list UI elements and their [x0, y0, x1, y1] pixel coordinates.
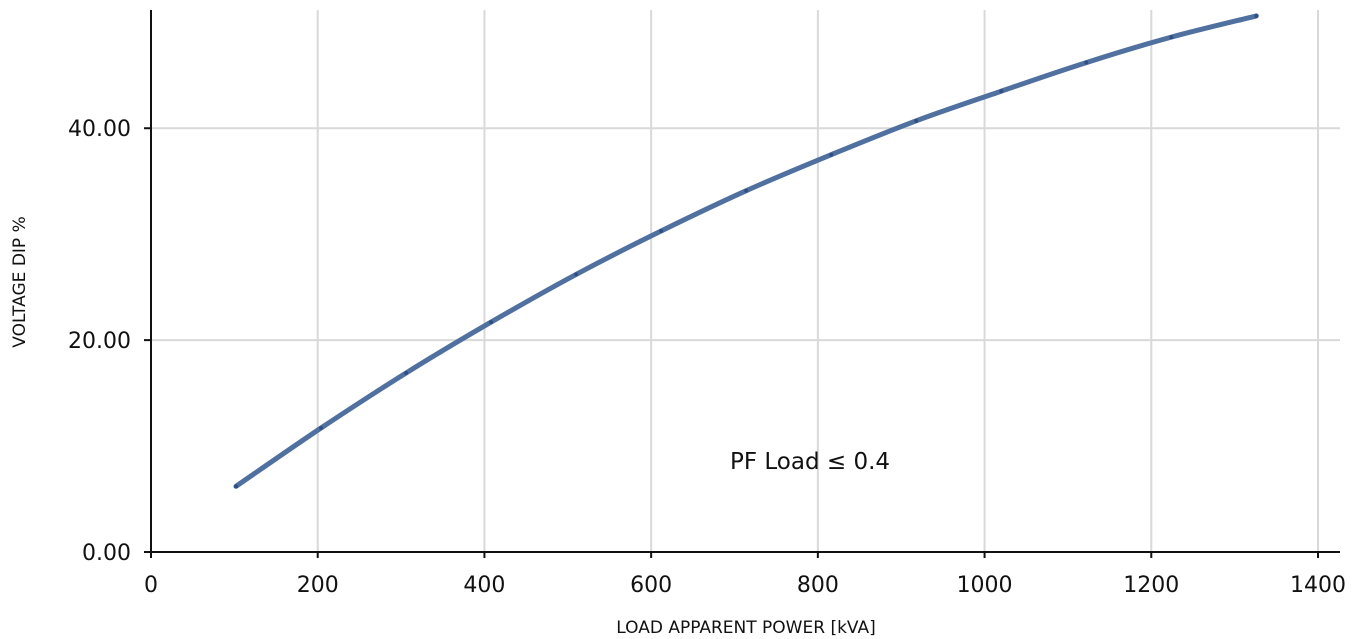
tick-labels: 0 200 400 600 800 1000 1200 1400 0.00 20.00 40.00 [68, 117, 1346, 598]
data-point-0-0 [234, 484, 239, 489]
data-point-0-6 [744, 188, 749, 193]
x-axis-label: LOAD APPARENT POWER [kVA] [616, 618, 875, 638]
data-point-0-9 [999, 89, 1004, 94]
x-tick-label-4: 800 [797, 573, 839, 598]
x-tick-label-7: 1400 [1290, 573, 1346, 598]
data-point-0-8 [914, 118, 919, 123]
x-tick-label-1: 200 [297, 573, 339, 598]
data-point-0-12 [1254, 13, 1259, 18]
x-tick-label-0: 0 [144, 573, 158, 598]
series-layer [233, 13, 1259, 489]
y-tick-label-1: 20.00 [68, 329, 131, 354]
data-point-0-1 [319, 426, 324, 431]
data-point-0-7 [829, 152, 834, 157]
data-point-0-5 [659, 229, 664, 233]
y-tick-label-0: 0.00 [82, 541, 131, 566]
x-tick-label-5: 1000 [957, 573, 1013, 598]
y-tick-label-2: 40.00 [68, 117, 131, 142]
data-point-0-11 [1169, 35, 1174, 40]
x-tick-label-6: 1200 [1123, 573, 1179, 598]
data-point-0-4 [574, 272, 579, 277]
axes [144, 10, 1340, 558]
data-point-0-2 [404, 370, 409, 375]
x-tick-label-3: 600 [630, 573, 672, 598]
annotation-pf-load: PF Load ≤ 0.4 [730, 449, 890, 475]
data-point-0-3 [489, 320, 494, 325]
data-point-0-10 [1084, 60, 1089, 65]
x-tick-label-2: 400 [463, 573, 505, 598]
y-axis-label: VOLTAGE DIP % [10, 216, 30, 347]
series-line-0 [233, 13, 1259, 489]
grid-lines [151, 10, 1340, 552]
